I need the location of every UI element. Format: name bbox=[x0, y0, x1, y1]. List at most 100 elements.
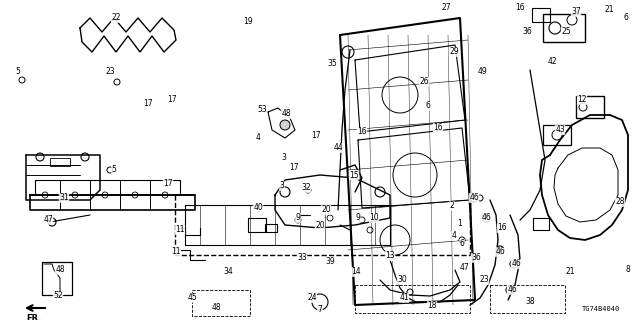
Text: 46: 46 bbox=[511, 260, 521, 268]
Circle shape bbox=[305, 187, 311, 193]
Text: 11: 11 bbox=[175, 226, 185, 235]
Circle shape bbox=[19, 77, 25, 83]
Circle shape bbox=[107, 167, 113, 173]
Text: 28: 28 bbox=[615, 197, 625, 206]
Text: 6: 6 bbox=[426, 101, 431, 110]
Circle shape bbox=[114, 79, 120, 85]
Bar bbox=[576, 96, 604, 118]
Circle shape bbox=[459, 237, 465, 243]
Text: 48: 48 bbox=[281, 109, 291, 118]
Text: 4: 4 bbox=[452, 231, 456, 241]
Text: 23: 23 bbox=[105, 68, 115, 76]
Bar bbox=[533, 218, 549, 230]
Text: 46: 46 bbox=[507, 285, 517, 294]
Text: 17: 17 bbox=[311, 132, 321, 140]
Text: 3: 3 bbox=[280, 181, 284, 190]
Text: 6: 6 bbox=[460, 239, 465, 249]
Text: 2: 2 bbox=[450, 202, 454, 211]
Text: 48: 48 bbox=[211, 303, 221, 313]
Bar bbox=[490, 285, 565, 313]
Text: 6: 6 bbox=[623, 13, 628, 22]
Text: 24: 24 bbox=[307, 293, 317, 302]
Text: 52: 52 bbox=[53, 292, 63, 300]
Bar bbox=[543, 14, 585, 42]
Text: 9: 9 bbox=[296, 213, 300, 222]
Text: 45: 45 bbox=[187, 293, 197, 302]
Text: 11: 11 bbox=[172, 247, 180, 257]
Bar bbox=[50, 158, 70, 166]
Text: 21: 21 bbox=[604, 5, 614, 14]
Bar bbox=[543, 125, 571, 145]
Text: 41: 41 bbox=[399, 293, 409, 302]
Text: 47: 47 bbox=[459, 263, 469, 273]
Text: 7: 7 bbox=[317, 306, 323, 315]
Text: 43: 43 bbox=[555, 125, 565, 134]
Text: 23: 23 bbox=[479, 276, 489, 284]
Text: TG74B4040: TG74B4040 bbox=[582, 306, 620, 312]
Text: 36: 36 bbox=[471, 253, 481, 262]
Text: 20: 20 bbox=[315, 221, 325, 230]
Text: 16: 16 bbox=[515, 4, 525, 12]
Text: 15: 15 bbox=[349, 171, 359, 180]
Bar bbox=[192, 290, 250, 316]
Text: 49: 49 bbox=[478, 68, 488, 76]
Text: 27: 27 bbox=[441, 4, 451, 12]
Bar bbox=[265, 224, 277, 232]
Text: 16: 16 bbox=[433, 124, 443, 132]
Text: 21: 21 bbox=[565, 268, 575, 276]
Text: 46: 46 bbox=[481, 213, 491, 222]
Text: 35: 35 bbox=[327, 60, 337, 68]
Text: 33: 33 bbox=[297, 253, 307, 262]
Text: 42: 42 bbox=[547, 58, 557, 67]
Text: 48: 48 bbox=[55, 266, 65, 275]
Text: 20: 20 bbox=[321, 205, 331, 214]
Text: 13: 13 bbox=[385, 252, 395, 260]
Circle shape bbox=[496, 246, 504, 254]
Circle shape bbox=[482, 214, 490, 222]
Text: 16: 16 bbox=[497, 223, 507, 233]
Text: 10: 10 bbox=[369, 213, 379, 222]
Text: 32: 32 bbox=[301, 183, 311, 193]
Text: 47: 47 bbox=[43, 215, 53, 225]
Text: 37: 37 bbox=[571, 7, 581, 17]
Text: 17: 17 bbox=[163, 180, 173, 188]
Text: 44: 44 bbox=[333, 143, 343, 153]
Text: 31: 31 bbox=[59, 194, 69, 203]
Text: 5: 5 bbox=[15, 68, 20, 76]
Bar bbox=[248, 218, 266, 232]
Circle shape bbox=[470, 194, 478, 202]
Text: 14: 14 bbox=[351, 268, 361, 276]
Text: 46: 46 bbox=[469, 194, 479, 203]
Text: 19: 19 bbox=[243, 18, 253, 27]
Text: 12: 12 bbox=[577, 95, 587, 105]
Text: 46: 46 bbox=[495, 247, 505, 257]
Text: 40: 40 bbox=[253, 204, 263, 212]
Text: 26: 26 bbox=[419, 77, 429, 86]
Circle shape bbox=[477, 195, 483, 201]
Text: 39: 39 bbox=[325, 258, 335, 267]
Text: 38: 38 bbox=[525, 298, 535, 307]
Text: 53: 53 bbox=[257, 106, 267, 115]
Circle shape bbox=[506, 286, 514, 294]
Text: 34: 34 bbox=[223, 268, 233, 276]
Text: 17: 17 bbox=[167, 95, 177, 105]
Text: 18: 18 bbox=[428, 301, 436, 310]
Text: 3: 3 bbox=[282, 154, 287, 163]
Text: 25: 25 bbox=[561, 28, 571, 36]
Bar bbox=[355, 285, 470, 313]
Bar bbox=[532, 8, 550, 22]
Text: 4: 4 bbox=[255, 133, 260, 142]
Text: FR.: FR. bbox=[26, 314, 42, 320]
Text: 1: 1 bbox=[458, 220, 462, 228]
Text: 17: 17 bbox=[143, 100, 153, 108]
Text: 8: 8 bbox=[626, 266, 630, 275]
Text: 17: 17 bbox=[289, 164, 299, 172]
Text: 22: 22 bbox=[111, 13, 121, 22]
Text: 29: 29 bbox=[449, 47, 459, 57]
Circle shape bbox=[510, 260, 518, 268]
Text: 16: 16 bbox=[357, 127, 367, 137]
Text: 5: 5 bbox=[111, 165, 116, 174]
Text: 9: 9 bbox=[356, 213, 360, 222]
Text: 36: 36 bbox=[522, 28, 532, 36]
Text: 30: 30 bbox=[397, 276, 407, 284]
